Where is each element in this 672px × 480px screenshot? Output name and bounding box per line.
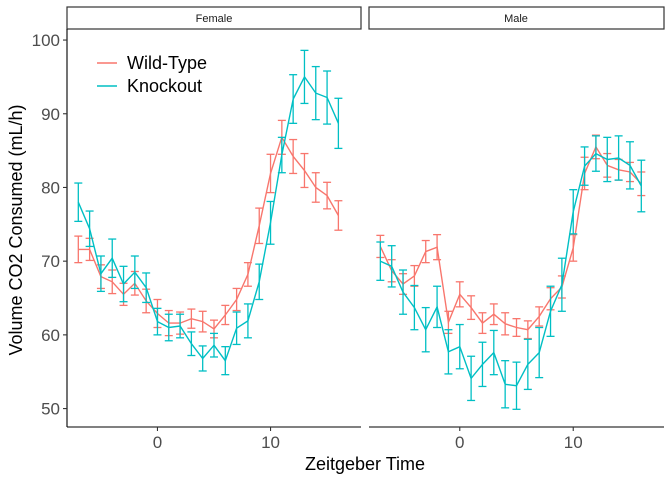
x-tick-label: 0 — [455, 433, 464, 452]
legend-item-knockout: Knockout — [97, 76, 202, 96]
panel-male: Male — [368, 6, 665, 428]
legend: Wild-Type Knockout — [97, 53, 207, 96]
y-tick-label: 100 — [32, 31, 60, 50]
x-tick-label: 10 — [564, 433, 583, 452]
series-knockout — [376, 135, 646, 410]
strip-male — [368, 6, 665, 30]
legend-item-wild-type: Wild-Type — [97, 53, 207, 73]
legend-label: Knockout — [127, 76, 202, 96]
x-axis-title: Zeitgeber Time — [305, 454, 425, 474]
y-tick-label: 50 — [41, 400, 60, 419]
x-tick-label: 0 — [153, 433, 162, 452]
y-tick-label: 80 — [41, 178, 60, 197]
series-wild-type — [74, 119, 343, 339]
error-bar — [334, 97, 343, 150]
series-knockout — [74, 49, 343, 376]
x-axis: 0 10 0 10 — [153, 427, 583, 452]
legend-label: Wild-Type — [127, 53, 207, 73]
series-line-wild-type — [379, 145, 642, 331]
strip-label-male: Male — [504, 13, 528, 25]
series-line-knockout — [77, 75, 340, 363]
strip-label-female: Female — [196, 13, 233, 25]
y-axis: 50 60 70 80 90 100 — [32, 31, 67, 419]
y-tick-label: 90 — [41, 105, 60, 124]
series-wild-type — [376, 134, 646, 340]
y-tick-label: 60 — [41, 326, 60, 345]
strip-female — [66, 6, 362, 30]
panel-female: Female — [66, 6, 362, 428]
series-line-wild-type — [78, 135, 340, 330]
y-tick-label: 70 — [41, 252, 60, 271]
plot-area-female — [74, 49, 343, 376]
series-line-knockout — [380, 152, 642, 387]
plot-area-male — [376, 134, 646, 410]
y-axis-title: Volume CO2 Consumed (mL/h) — [6, 104, 26, 355]
x-tick-label: 10 — [261, 433, 280, 452]
